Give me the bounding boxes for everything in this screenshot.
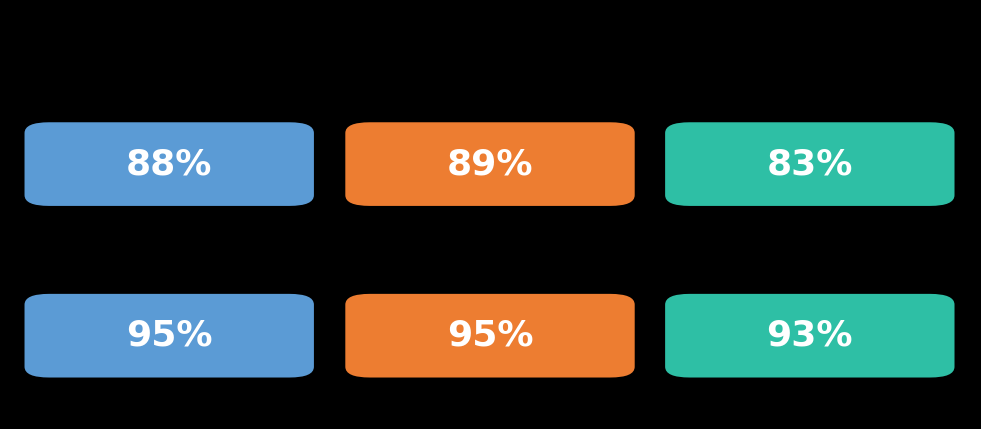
FancyBboxPatch shape [345,294,635,378]
FancyBboxPatch shape [665,294,955,378]
FancyBboxPatch shape [345,122,635,206]
FancyBboxPatch shape [25,294,314,378]
FancyBboxPatch shape [665,122,955,206]
Text: 83%: 83% [766,147,853,181]
Text: 95%: 95% [446,319,534,353]
Text: 89%: 89% [446,147,534,181]
Text: 88%: 88% [126,147,213,181]
Text: 93%: 93% [766,319,853,353]
FancyBboxPatch shape [25,122,314,206]
Text: 95%: 95% [126,319,213,353]
